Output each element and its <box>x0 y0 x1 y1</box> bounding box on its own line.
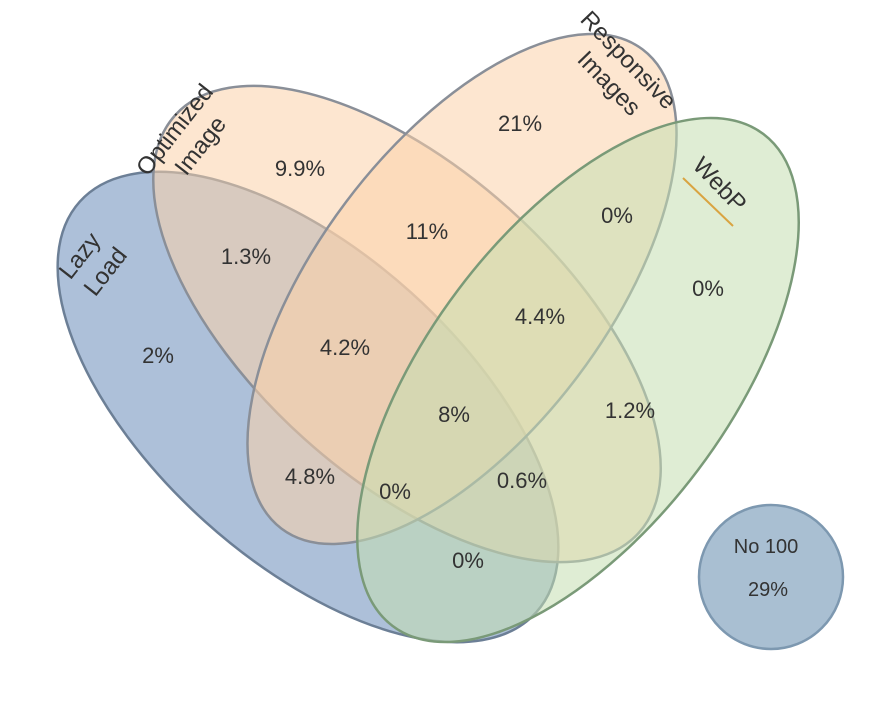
region-lazy-webp: 0% <box>452 548 484 573</box>
extra-label: No 100 <box>734 536 799 558</box>
webp-label-underline <box>682 177 734 227</box>
region-lazy-responsive-webp: 0.6% <box>497 468 547 493</box>
region-optimized-responsive: 11% <box>406 219 448 244</box>
region-responsive-only: 21% <box>498 111 542 136</box>
region-lazy-optimized-responsive: 4.2% <box>320 335 370 360</box>
region-all-four: 8% <box>438 402 470 427</box>
region-optimized-responsive-webp: 4.4% <box>515 304 565 329</box>
region-lazy-only: 2% <box>142 343 174 368</box>
region-responsive-webp: 0% <box>601 203 633 228</box>
region-lazy-optimized-webp: 4.8% <box>285 464 335 489</box>
extra-value: 29% <box>748 579 788 601</box>
region-optimized-only: 9.9% <box>275 156 325 181</box>
region-lazy-responsive: 0% <box>379 479 411 504</box>
extra-circle <box>697 503 845 651</box>
region-webp-only: 0% <box>692 276 724 301</box>
region-optimized-webp: 1.2% <box>605 398 655 423</box>
region-lazy-optimized: 1.3% <box>221 244 271 269</box>
set-webp-ellipse <box>356 116 800 644</box>
